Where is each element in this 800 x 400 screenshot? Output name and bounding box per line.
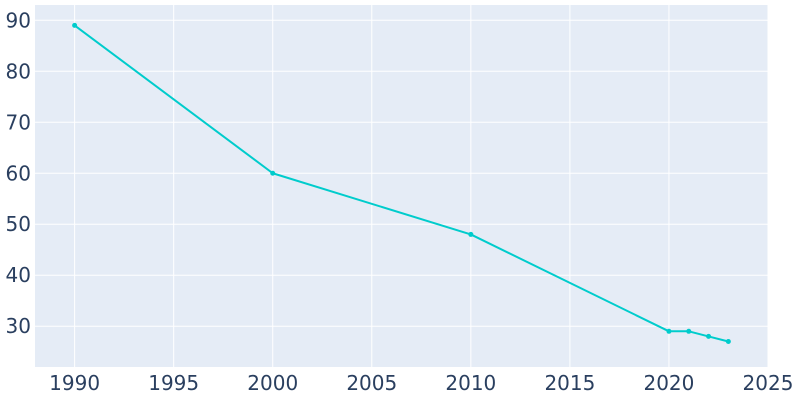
x-tick-label-1990: 1990 [49, 371, 100, 395]
x-tick-label-2000: 2000 [247, 371, 298, 395]
x-axis-tick-labels: 1990 1995 2000 2005 2010 2015 2020 2025 [49, 371, 793, 395]
x-tick-label-2020: 2020 [643, 371, 694, 395]
data-point-2021[interactable] [686, 328, 692, 334]
y-tick-label-70: 70 [6, 110, 31, 134]
data-point-1990[interactable] [72, 22, 78, 28]
y-axis-tick-labels: 30 40 50 60 70 80 90 [6, 8, 31, 338]
plot-area-background [35, 5, 768, 367]
data-point-2022[interactable] [706, 333, 712, 339]
data-point-2010[interactable] [468, 231, 474, 237]
data-point-2023[interactable] [725, 339, 731, 345]
series-layer [72, 22, 731, 345]
y-tick-label-30: 30 [6, 314, 31, 338]
x-tick-label-2005: 2005 [346, 371, 397, 395]
y-tick-label-50: 50 [6, 212, 31, 236]
data-point-2000[interactable] [270, 170, 276, 176]
y-tick-label-40: 40 [6, 263, 31, 287]
x-tick-label-2025: 2025 [743, 371, 794, 395]
data-point-2020[interactable] [666, 328, 672, 334]
y-tick-label-90: 90 [6, 8, 31, 32]
horizontal-gridlines [35, 19, 768, 327]
x-tick-label-2010: 2010 [445, 371, 496, 395]
y-tick-label-80: 80 [6, 59, 31, 83]
vertical-gridlines [74, 5, 769, 367]
x-tick-label-1995: 1995 [148, 371, 199, 395]
x-tick-label-2015: 2015 [544, 371, 595, 395]
y-tick-label-60: 60 [6, 161, 31, 185]
